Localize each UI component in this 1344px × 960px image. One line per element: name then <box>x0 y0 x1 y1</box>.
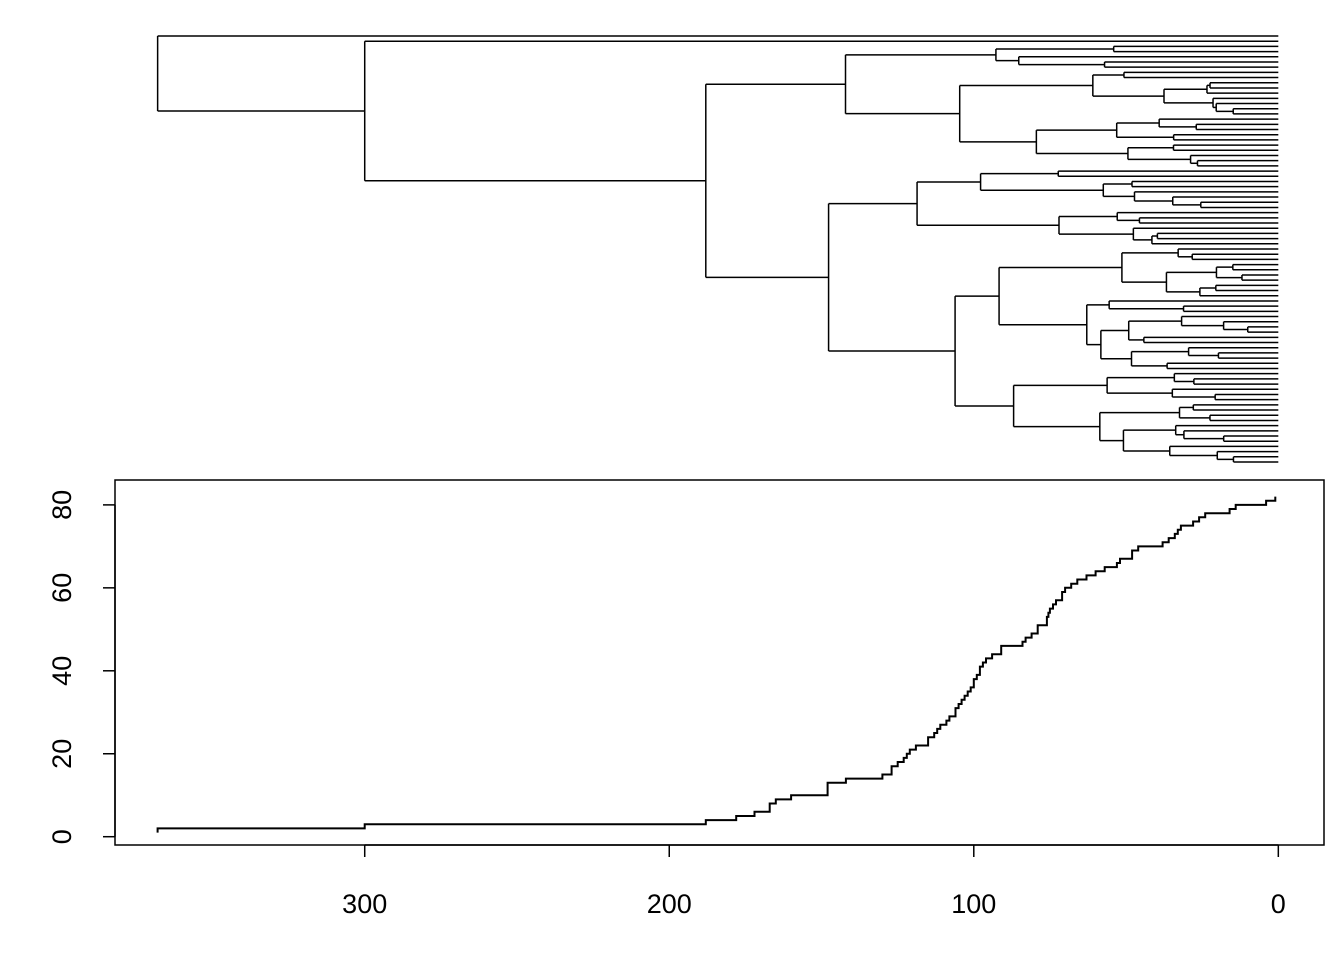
ltt-plot <box>156 496 1277 833</box>
x-tick-label: 300 <box>342 889 387 919</box>
x-axis: 300 200 100 0 <box>342 844 1286 919</box>
x-tick-label: 100 <box>951 889 996 919</box>
y-tick-label: 60 <box>47 573 77 603</box>
y-axis: 0 20 40 60 80 <box>47 490 116 844</box>
y-tick-label: 20 <box>47 739 77 769</box>
phylogenetic-tree <box>156 35 1279 463</box>
ltt-plot-box <box>114 479 1325 846</box>
y-tick-label: 40 <box>47 656 77 686</box>
y-tick-label: 0 <box>47 829 77 844</box>
ltt-step-series <box>156 496 1277 833</box>
x-tick-label: 0 <box>1271 889 1286 919</box>
x-tick-label: 200 <box>647 889 692 919</box>
y-tick-label: 80 <box>47 490 77 520</box>
